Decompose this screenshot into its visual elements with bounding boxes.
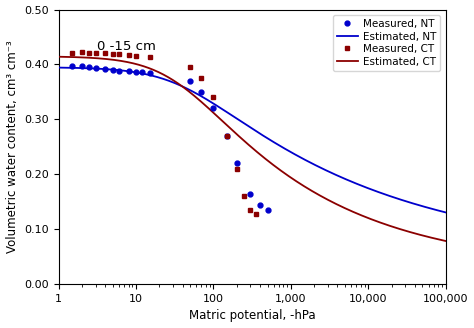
- Estimated, CT: [291, 177, 296, 181]
- Estimated, CT: [281, 171, 286, 174]
- Y-axis label: Volumetric water content, cm³ cm⁻³: Volumetric water content, cm³ cm⁻³: [6, 40, 18, 253]
- Measured, NT: [93, 66, 99, 70]
- Estimated, CT: [56, 55, 62, 59]
- Measured, CT: [93, 51, 99, 55]
- Estimated, CT: [349, 210, 355, 214]
- Measured, CT: [116, 52, 122, 56]
- Measured, NT: [210, 107, 216, 111]
- Line: Estimated, CT: Estimated, CT: [59, 57, 446, 241]
- Measured, CT: [187, 65, 193, 69]
- Estimated, NT: [291, 152, 296, 155]
- Measured, CT: [224, 134, 230, 138]
- Measured, NT: [257, 203, 263, 207]
- Measured, CT: [147, 55, 153, 59]
- Measured, NT: [102, 68, 108, 72]
- Measured, CT: [102, 51, 108, 55]
- Measured, CT: [126, 52, 131, 56]
- Line: Estimated, NT: Estimated, NT: [59, 68, 446, 213]
- Measured, NT: [199, 90, 204, 94]
- Measured, CT: [133, 54, 139, 58]
- Measured, CT: [87, 51, 92, 55]
- Measured, NT: [139, 70, 145, 74]
- Estimated, NT: [281, 146, 286, 150]
- Measured, NT: [87, 65, 92, 69]
- Measured, CT: [247, 208, 253, 212]
- Estimated, CT: [389, 225, 395, 229]
- Measured, NT: [247, 192, 253, 195]
- Measured, CT: [253, 212, 258, 216]
- Measured, NT: [69, 64, 75, 68]
- Measured, NT: [110, 68, 116, 72]
- Estimated, NT: [302, 158, 308, 162]
- Measured, NT: [234, 161, 239, 165]
- Estimated, CT: [80, 55, 85, 59]
- Measured, NT: [126, 69, 131, 73]
- Estimated, NT: [389, 195, 395, 199]
- Measured, NT: [79, 64, 85, 68]
- Line: Measured, CT: Measured, CT: [70, 50, 258, 216]
- Measured, NT: [147, 71, 153, 75]
- Text: 0 -15 cm: 0 -15 cm: [97, 40, 156, 53]
- X-axis label: Matric potential, -hPa: Matric potential, -hPa: [189, 309, 316, 322]
- Measured, NT: [224, 134, 230, 138]
- Measured, NT: [133, 70, 139, 73]
- Measured, CT: [69, 51, 75, 55]
- Measured, NT: [116, 69, 122, 72]
- Measured, CT: [234, 167, 239, 171]
- Legend: Measured, NT, Estimated, NT, Measured, CT, Estimated, CT: Measured, NT, Estimated, NT, Measured, C…: [333, 15, 440, 71]
- Estimated, NT: [56, 66, 62, 70]
- Estimated, NT: [349, 180, 355, 184]
- Measured, CT: [210, 95, 216, 99]
- Measured, CT: [110, 52, 116, 56]
- Measured, CT: [79, 51, 85, 54]
- Estimated, CT: [443, 239, 448, 243]
- Estimated, NT: [443, 211, 448, 215]
- Line: Measured, NT: Measured, NT: [70, 63, 270, 213]
- Measured, NT: [264, 208, 270, 212]
- Measured, NT: [187, 79, 193, 83]
- Measured, CT: [199, 76, 204, 80]
- Estimated, NT: [80, 66, 85, 70]
- Estimated, CT: [302, 185, 308, 189]
- Measured, CT: [241, 194, 247, 198]
